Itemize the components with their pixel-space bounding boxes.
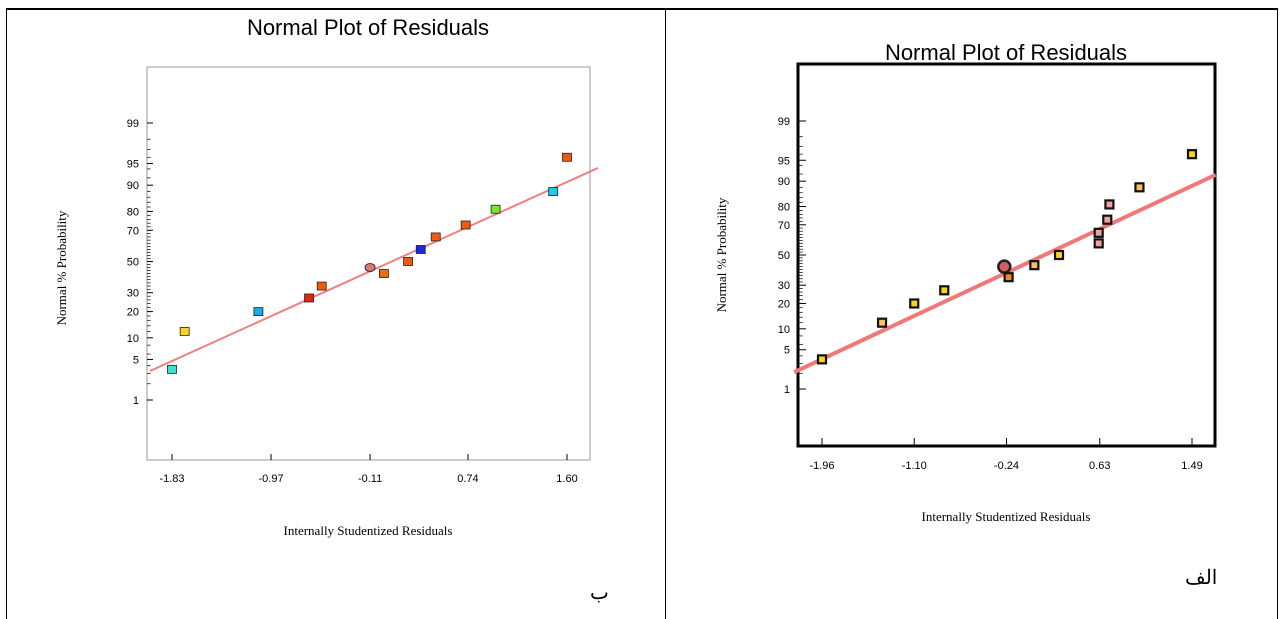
table-border-left xyxy=(6,8,7,619)
data-point xyxy=(378,269,389,278)
table-border-right xyxy=(1277,8,1278,619)
right-y-axis-label: Normal % Probability xyxy=(714,197,729,312)
y-tick-label: 30 xyxy=(778,280,790,292)
data-point xyxy=(415,245,426,254)
data-point xyxy=(1029,260,1040,271)
x-tick-label: -1.83 xyxy=(159,473,184,485)
data-point xyxy=(876,317,888,328)
y-tick-label: 80 xyxy=(127,206,139,218)
y-tick-label: 1 xyxy=(133,395,139,407)
y-tick-label: 5 xyxy=(133,354,139,366)
data-point xyxy=(1003,272,1014,283)
data-point xyxy=(909,298,920,309)
data-point xyxy=(1093,238,1104,249)
left-x-axis-label: Internally Studentized Residuals xyxy=(284,523,453,538)
y-tick-label: 5 xyxy=(784,345,790,357)
data-point xyxy=(403,257,413,266)
x-tick-label: 0.63 xyxy=(1089,460,1110,472)
y-tick-label: 50 xyxy=(127,257,139,269)
right-normal-plot: Normal Plot of Residuals 1 5 10 20 30 50 70 80 9… xyxy=(714,40,1217,524)
left-plot-frame xyxy=(146,66,591,461)
right-chart-title: Normal Plot of Residuals xyxy=(885,40,1127,65)
data-point xyxy=(167,364,177,374)
y-tick-label: 99 xyxy=(778,116,790,128)
x-tick-label: 1.49 xyxy=(1181,460,1202,472)
x-tick-label: 0.74 xyxy=(457,473,478,485)
y-tick-label: 10 xyxy=(778,324,790,336)
data-point xyxy=(316,281,327,291)
data-point xyxy=(460,220,471,230)
data-point xyxy=(816,354,828,365)
y-tick-label: 20 xyxy=(127,307,139,319)
x-tick-label: -0.97 xyxy=(258,473,283,485)
y-tick-label: 1 xyxy=(784,384,790,396)
x-tick-label: -0.24 xyxy=(994,460,1019,472)
x-tick-label: -0.11 xyxy=(358,473,382,485)
data-point xyxy=(997,259,1012,274)
y-tick-label: 99 xyxy=(127,118,139,130)
data-point xyxy=(304,293,314,303)
data-point xyxy=(490,204,501,214)
data-point xyxy=(548,187,559,196)
left-y-axis-label: Normal % Probability xyxy=(54,210,69,325)
data-point xyxy=(939,285,950,296)
y-tick-label: 30 xyxy=(127,288,139,300)
data-point xyxy=(1134,182,1145,193)
y-tick-label: 20 xyxy=(778,298,790,310)
data-point xyxy=(1104,199,1115,210)
y-tick-label: 70 xyxy=(127,225,139,237)
right-plot-frame xyxy=(796,62,1217,448)
y-tick-label: 70 xyxy=(778,220,790,232)
y-tick-label: 80 xyxy=(778,202,790,214)
y-tick-label: 50 xyxy=(778,250,790,262)
data-point xyxy=(179,327,190,336)
right-x-axis-label: Internally Studentized Residuals xyxy=(922,509,1091,524)
data-point xyxy=(1093,227,1104,238)
data-point xyxy=(1186,149,1198,160)
data-point xyxy=(253,307,264,317)
data-point xyxy=(364,262,376,272)
left-panel-marker: ب xyxy=(590,580,609,604)
table-border-middle xyxy=(665,8,666,619)
y-tick-label: 90 xyxy=(127,180,139,192)
y-tick-label: 95 xyxy=(127,159,139,171)
x-tick-label: -1.10 xyxy=(902,460,927,472)
right-panel: Normal Plot of Residuals 1 5 10 20 30 50 70 80 9… xyxy=(665,0,1287,619)
right-panel-marker: الف xyxy=(1185,565,1218,589)
data-point xyxy=(1053,249,1065,261)
y-tick-label: 90 xyxy=(778,176,790,188)
data-point xyxy=(562,152,572,162)
x-tick-label: 1.60 xyxy=(556,473,577,485)
y-tick-label: 10 xyxy=(127,333,139,345)
left-chart-title: Normal Plot of Residuals xyxy=(247,15,489,40)
x-tick-label: -1.96 xyxy=(809,460,834,472)
left-normal-plot: Normal Plot of Residuals 1 5 10 20 30 50 70 80 9… xyxy=(54,15,599,538)
data-point xyxy=(430,232,441,242)
y-tick-label: 95 xyxy=(778,155,790,167)
left-panel: Normal Plot of Residuals 1 5 10 20 30 50 70 80 9… xyxy=(54,15,609,604)
table-border-top xyxy=(6,8,1278,10)
data-point xyxy=(1102,214,1113,225)
